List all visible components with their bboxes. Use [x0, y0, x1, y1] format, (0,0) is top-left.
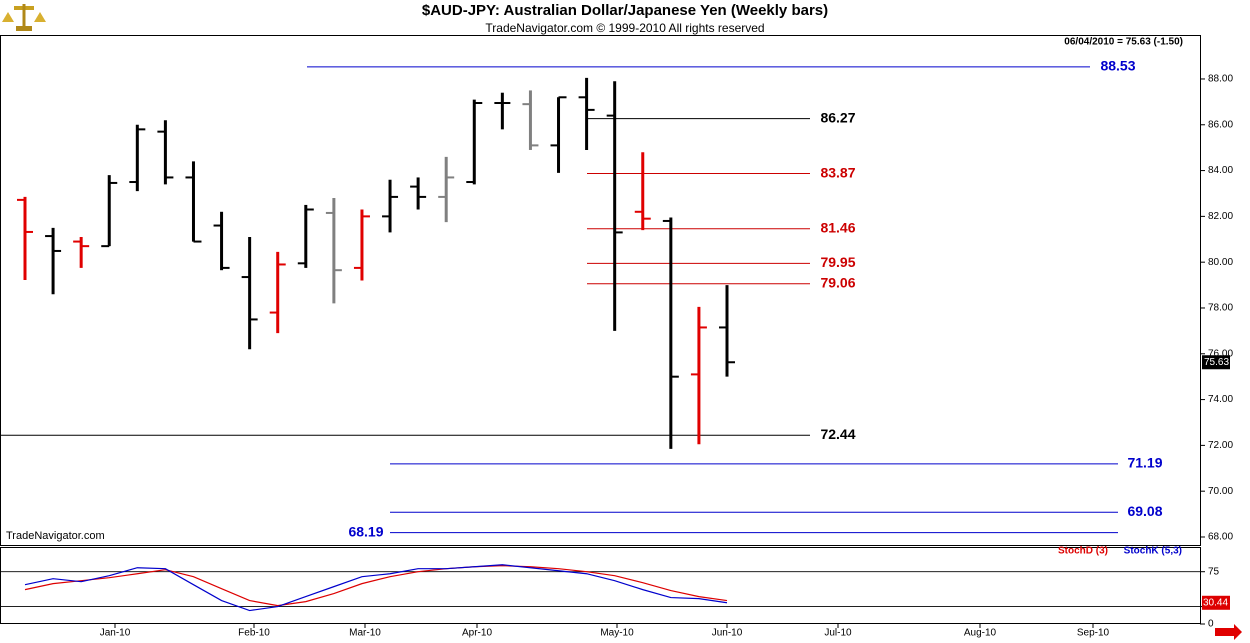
level-label: 83.87 — [820, 164, 855, 180]
y-tick-label: 0 — [1208, 619, 1214, 630]
y-tick-label: 78.00 — [1208, 303, 1233, 314]
y-tick-label: 70.00 — [1208, 486, 1233, 497]
x-tick-label: Feb-10 — [238, 628, 270, 639]
y-tick-label: 74.00 — [1208, 394, 1233, 405]
last-price-label: 75.63 — [1204, 357, 1229, 368]
y-tick-label: 68.00 — [1208, 532, 1233, 543]
y-tick-label: 82.00 — [1208, 211, 1233, 222]
level-label: 68.19 — [348, 523, 383, 539]
y-tick-label: 75 — [1208, 566, 1220, 577]
x-tick-label: Jan-10 — [100, 628, 131, 639]
status-text: 06/04/2010 = 75.63 (-1.50) — [1064, 37, 1183, 48]
stoch-line — [24, 565, 728, 607]
x-tick-label: Aug-10 — [964, 628, 997, 639]
scroll-arrow[interactable] — [1215, 624, 1242, 640]
watermark: TradeNavigator.com — [6, 530, 105, 542]
x-tick-label: Apr-10 — [462, 628, 492, 639]
legend-entry: StochK (5,3) — [1124, 546, 1182, 557]
chart-subtitle: TradeNavigator.com © 1999-2010 All right… — [485, 21, 764, 35]
y-tick-label: 76.00 — [1208, 348, 1233, 359]
level-label: 69.08 — [1127, 503, 1162, 519]
level-label: 81.46 — [820, 219, 855, 235]
x-tick-label: Jul-10 — [824, 628, 852, 639]
price-panel — [0, 35, 1201, 546]
last-value-label: 30.44 — [1203, 597, 1228, 608]
indicator-panel — [0, 547, 1201, 624]
logo — [2, 4, 46, 31]
level-label: 72.44 — [820, 426, 855, 442]
level-label: 88.53 — [1100, 58, 1135, 74]
last-value-box — [1202, 595, 1230, 610]
level-label: 71.19 — [1127, 455, 1162, 471]
stoch-line — [24, 564, 728, 612]
last-price-box — [1202, 355, 1230, 370]
x-tick-label: Sep-10 — [1077, 628, 1110, 639]
y-tick-label: 80.00 — [1208, 257, 1233, 268]
x-tick-label: Jun-10 — [712, 628, 743, 639]
y-tick-label: 72.00 — [1208, 440, 1233, 451]
y-tick-label: 86.00 — [1208, 119, 1233, 130]
x-tick-label: Mar-10 — [349, 628, 381, 639]
level-label: 86.27 — [820, 109, 855, 125]
level-label: 79.95 — [820, 254, 855, 270]
y-tick-label: 84.00 — [1208, 165, 1233, 176]
level-label: 79.06 — [820, 274, 855, 290]
legend-entry: StochD (3) — [1058, 546, 1108, 557]
y-tick-label: 88.00 — [1208, 74, 1233, 85]
x-tick-label: May-10 — [600, 628, 634, 639]
chart-title: $AUD-JPY: Australian Dollar/Japanese Yen… — [422, 2, 828, 19]
